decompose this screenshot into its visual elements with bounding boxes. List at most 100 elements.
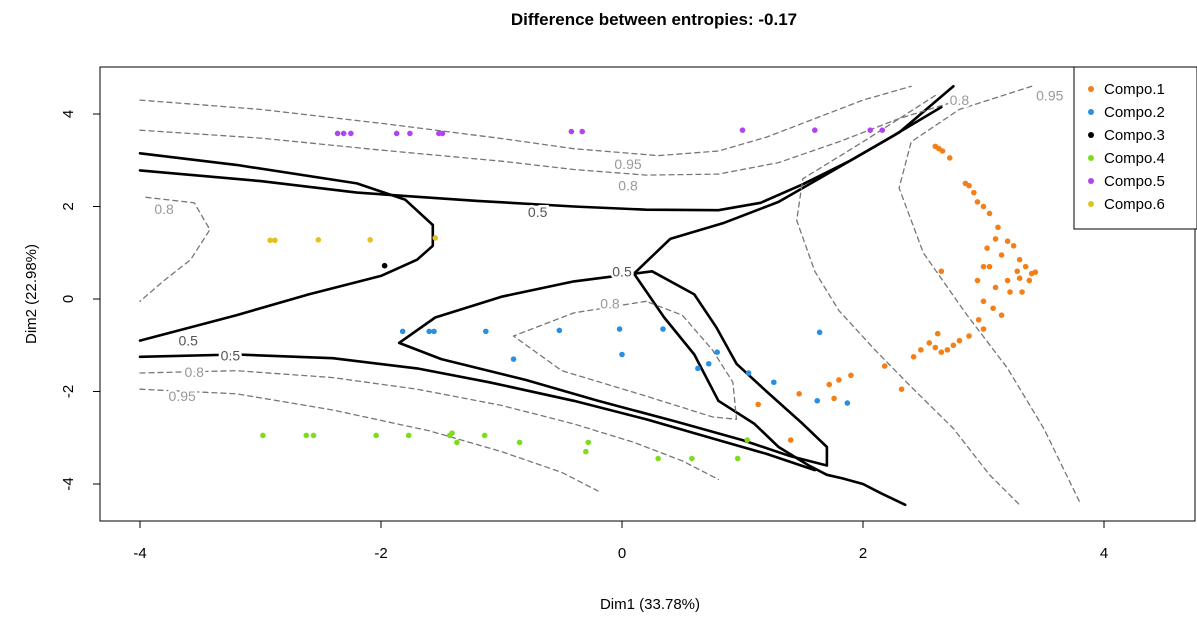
point-compo-5-8 xyxy=(579,128,586,135)
point-compo-1-38 xyxy=(950,342,957,349)
point-compo-5-2 xyxy=(348,130,354,137)
legend-marker-6 xyxy=(1088,201,1094,207)
point-compo-5-12 xyxy=(879,127,886,133)
point-compo-1-11 xyxy=(992,236,999,242)
point-compo-2-12 xyxy=(745,370,752,376)
contour-label-7: 0.8 xyxy=(600,296,620,312)
contour-line-095-2 xyxy=(898,85,1081,504)
contour-line-08-4 xyxy=(796,94,1021,506)
point-compo-1-40 xyxy=(938,349,945,355)
point-compo-4-14 xyxy=(734,455,741,462)
contour-line-095-1 xyxy=(139,388,599,492)
contour-line-05-4 xyxy=(397,270,829,467)
point-compo-1-28 xyxy=(992,284,999,291)
point-compo-1-52 xyxy=(796,391,802,397)
point-compo-1-16 xyxy=(1016,256,1023,263)
point-compo-1-47 xyxy=(898,386,905,392)
point-compo-2-4 xyxy=(510,356,517,362)
y-axis: -4 -2 0 2 4 xyxy=(60,110,101,491)
x-axis: -4 -2 0 2 4 xyxy=(133,520,1108,562)
contour-label-5: 0.8 xyxy=(154,201,174,217)
contour-line-08-2 xyxy=(139,196,211,302)
contour-label-10: 0.95 xyxy=(614,156,641,172)
y-tick-label-4: 4 xyxy=(60,110,77,118)
point-compo-2-6 xyxy=(616,326,623,332)
contour-line-08-0 xyxy=(139,99,961,176)
y-tick-label-2: 0 xyxy=(60,295,77,303)
legend-label-5: Compo.5 xyxy=(1104,173,1165,190)
point-compo-1-46 xyxy=(881,363,888,369)
point-compo-1-12 xyxy=(1004,238,1011,244)
y-axis-label: Dim2 (22.98%) xyxy=(23,244,40,344)
point-compo-1-31 xyxy=(980,298,987,305)
contour-label-1: 0.5 xyxy=(221,347,241,363)
point-compo-2-8 xyxy=(660,326,666,332)
point-compo-6-4 xyxy=(432,235,439,241)
legend-box xyxy=(1073,66,1197,230)
point-compo-2-11 xyxy=(714,349,720,355)
contour-label-11: 0.95 xyxy=(1036,88,1063,104)
point-compo-4-12 xyxy=(655,455,661,462)
point-compo-2-13 xyxy=(771,379,777,386)
point-compo-4-11 xyxy=(583,448,589,455)
y-tick-label-1: -2 xyxy=(60,385,77,398)
y-tick-label-3: 2 xyxy=(60,202,77,210)
point-compo-5-1 xyxy=(340,130,347,137)
point-compo-1-39 xyxy=(944,347,951,353)
point-compo-4-15 xyxy=(744,437,751,443)
point-compo-2-9 xyxy=(695,365,701,372)
point-compo-2-15 xyxy=(814,397,821,404)
x-tick-label-0: -4 xyxy=(133,545,146,562)
point-compo-1-5 xyxy=(966,182,972,189)
contour-line-08-3 xyxy=(512,300,738,420)
point-compo-1-25 xyxy=(1026,277,1033,284)
point-compo-2-3 xyxy=(483,328,489,335)
point-compo-1-35 xyxy=(980,326,987,332)
point-compo-5-10 xyxy=(812,127,818,133)
legend-marker-2 xyxy=(1088,109,1094,115)
point-compo-4-1 xyxy=(303,432,310,439)
contour-label-4: 0.8 xyxy=(184,364,204,380)
point-compo-2-7 xyxy=(619,351,625,358)
point-compo-1-14 xyxy=(984,245,990,251)
point-compo-6-1 xyxy=(272,237,278,244)
legend-label-4: Compo.4 xyxy=(1104,150,1165,167)
point-compo-1-24 xyxy=(1004,277,1011,284)
contour-line-05-5 xyxy=(138,353,817,472)
point-compo-4-10 xyxy=(585,439,592,446)
point-compo-5-6 xyxy=(439,130,446,137)
point-compo-6-3 xyxy=(367,237,373,243)
contour-lines xyxy=(138,85,1081,507)
contour-label-0: 0.5 xyxy=(178,333,198,349)
contour-label-8: 0.8 xyxy=(950,92,970,108)
legend-label-1: Compo.1 xyxy=(1104,81,1165,98)
contour-line-05-3 xyxy=(632,105,943,403)
legend-marker-1 xyxy=(1088,86,1094,92)
x-tick-label-2: 0 xyxy=(618,545,626,562)
point-compo-1-36 xyxy=(966,333,972,339)
point-compo-1-23 xyxy=(1016,275,1023,281)
point-compo-1-37 xyxy=(956,337,963,344)
point-compo-1-32 xyxy=(990,305,996,312)
point-compo-6-2 xyxy=(315,237,322,243)
point-compo-4-2 xyxy=(310,432,317,439)
point-compo-1-6 xyxy=(971,189,977,196)
point-compo-2-1 xyxy=(426,328,433,335)
point-compo-1-15 xyxy=(998,252,1005,258)
point-compo-4-7 xyxy=(454,439,460,446)
point-compo-1-20 xyxy=(1032,269,1039,275)
point-compo-1-33 xyxy=(998,312,1005,318)
point-compo-1-3 xyxy=(946,155,953,161)
point-compo-4-8 xyxy=(481,432,488,439)
legend-label-3: Compo.3 xyxy=(1104,127,1165,144)
x-tick-label-1: -2 xyxy=(374,545,387,562)
point-compo-2-16 xyxy=(844,400,851,406)
contour-label-6: 0.8 xyxy=(618,178,638,194)
point-compo-6-0 xyxy=(267,237,273,244)
chart-title: Difference between entropies: -0.17 xyxy=(511,10,797,29)
point-compo-1-42 xyxy=(926,340,933,346)
point-compo-5-4 xyxy=(407,130,413,137)
point-compo-1-18 xyxy=(1014,268,1021,275)
point-compo-4-6 xyxy=(449,430,455,436)
